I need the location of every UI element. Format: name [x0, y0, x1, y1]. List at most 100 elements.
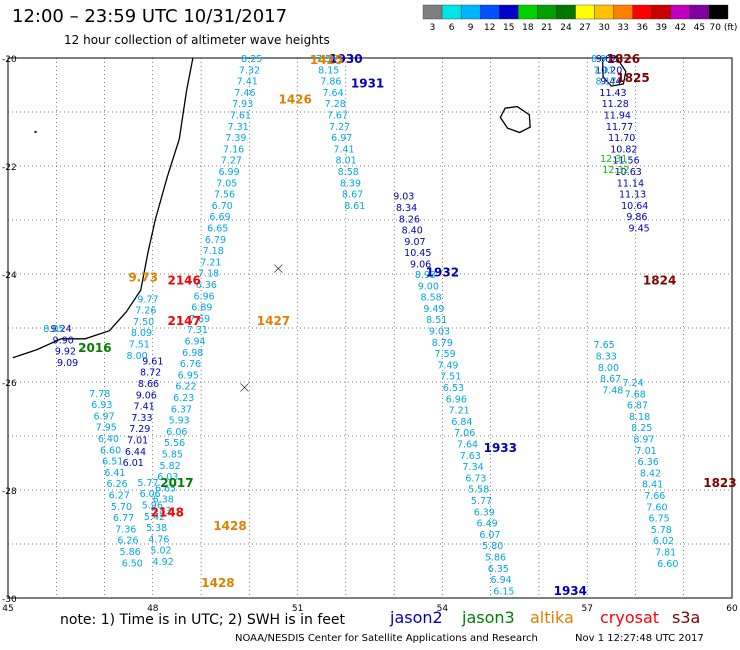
- wave-height-value: 8.00: [127, 351, 148, 362]
- wave-height-value: 7.68: [625, 389, 646, 400]
- lon-label: 60: [726, 604, 738, 614]
- colorbar-label: 39: [656, 23, 668, 33]
- colorbar-label: 12: [484, 23, 495, 33]
- wave-height-value: 8.09: [131, 328, 152, 339]
- wave-height-value: 8.01: [336, 156, 357, 167]
- madagascar-coastline: [12, 57, 194, 359]
- wave-height-value: 6.40: [98, 434, 119, 445]
- wave-height-value: 6.41: [104, 468, 125, 479]
- wave-height-value: 7.46: [234, 88, 255, 99]
- wave-height-value: 8.40: [402, 226, 423, 237]
- wave-height-value: 6.60: [657, 559, 678, 570]
- pass-time-label: 1427: [257, 314, 290, 328]
- wave-height-value: 7.18: [198, 269, 219, 280]
- pass-time-label: 1826: [607, 52, 640, 66]
- wave-height-value: 6.97: [93, 411, 114, 422]
- wave-height-value: 9.06: [410, 260, 431, 271]
- wave-height-value: 7.60: [646, 502, 667, 513]
- wave-height-value: 6.36: [638, 457, 659, 468]
- wave-height-value: 5.56: [164, 438, 185, 449]
- colorbar-swatch: [499, 4, 519, 20]
- wave-height-value: 8.39: [340, 178, 361, 189]
- lon-label: 48: [147, 604, 159, 614]
- wave-height-value: 8.72: [140, 368, 161, 379]
- wave-height-value: 7.28: [325, 99, 346, 110]
- wave-height-value: 6.39: [474, 507, 495, 518]
- colorbar-label: 33: [617, 23, 628, 33]
- wave-height-value: 5.80: [482, 541, 503, 552]
- wave-height-value: 6.26: [107, 479, 128, 490]
- wave-height-value: 9.90: [53, 335, 74, 346]
- wave-height-value: 8.34: [396, 203, 417, 214]
- wave-height-value: 6.60: [100, 445, 121, 456]
- wave-height-value: 9.07: [404, 237, 425, 248]
- wave-height-value: 6.23: [173, 393, 194, 404]
- wave-height-value: 9.77: [137, 294, 158, 305]
- pass-time-label: 9.73: [128, 271, 158, 285]
- colorbar-label: 45: [694, 23, 705, 33]
- grid-cross-marker: [274, 264, 283, 273]
- pass-time-label: 2148: [151, 506, 184, 520]
- colorbar-swatch: [594, 4, 614, 20]
- wave-height-value: 6.03: [157, 472, 178, 483]
- wave-height-value: 7.81: [655, 548, 676, 559]
- wave-height-value: 7.48: [602, 385, 623, 396]
- wave-height-value: 9.09: [57, 358, 78, 369]
- pass-time-label: 1428: [213, 519, 246, 533]
- wave-height-value: 6.37: [171, 404, 192, 415]
- wave-height-value: 6.84: [451, 417, 472, 428]
- wave-height-value: 7.59: [435, 349, 456, 360]
- wave-height-value: 7.95: [96, 423, 117, 434]
- colorbar-label: 6: [449, 23, 455, 33]
- colorbar-label: 15: [503, 23, 514, 33]
- wave-height-value: 7.78: [89, 389, 110, 400]
- colorbar-swatch: [613, 4, 633, 20]
- pass-time-label: 1933: [484, 441, 517, 455]
- wave-height-value: 9.61: [142, 356, 163, 367]
- footer-note: note: 1) Time is in UTC; 2) SWH is in fe…: [60, 612, 346, 628]
- wave-height-value: 7.41: [333, 144, 354, 155]
- wave-height-value: 12.32: [602, 165, 629, 176]
- wave-height-value: 7.34: [463, 462, 484, 473]
- wave-height-value: 10.20: [595, 65, 622, 76]
- wave-height-value: 6.77: [113, 513, 134, 524]
- lon-label: 57: [581, 604, 592, 614]
- wave-height-value: 7.27: [221, 156, 242, 167]
- wave-height-value: 6.01: [123, 458, 144, 469]
- wave-height-value: 5.86: [120, 547, 141, 558]
- wave-height-value: 4.76: [148, 534, 169, 545]
- wave-height-value: 8.00: [598, 363, 619, 374]
- colorbar-label: 21: [541, 23, 552, 33]
- wave-height-value: 4.92: [153, 557, 174, 568]
- wave-height-value: 7.64: [322, 88, 343, 99]
- wave-height-value: 9.86: [626, 212, 647, 223]
- wave-height-value: 6.87: [627, 401, 648, 412]
- pass-time-label: 1425: [310, 53, 343, 67]
- pass-time-label: 1426: [278, 93, 311, 107]
- wave-height-value: 11.28: [602, 99, 629, 110]
- wave-height-value: 5.96: [142, 501, 163, 512]
- colorbar-swatch: [537, 4, 557, 20]
- wave-height-value: 6.75: [649, 514, 670, 525]
- colorbar-swatch: [479, 4, 500, 20]
- lat-label: -30: [2, 595, 17, 605]
- wave-height-value: 8.25: [631, 423, 652, 434]
- wave-height-value: 5.77: [471, 496, 492, 507]
- colorbar-label: 27: [579, 23, 590, 33]
- pass-time-label: 2146: [167, 273, 200, 287]
- colorbar-swatch: [556, 4, 576, 20]
- wave-height-value: 9.03: [429, 327, 450, 338]
- wave-height-value: 6.07: [479, 530, 500, 541]
- lon-label: 45: [2, 604, 13, 614]
- wave-height-value: 9.00: [418, 281, 439, 292]
- wave-height-value: 8.17: [595, 77, 616, 88]
- wave-height-value: 6.27: [109, 491, 130, 502]
- colorbar-label: 30: [598, 23, 610, 33]
- colorbar-label: 70 (ft): [710, 23, 738, 33]
- wave-height-value: 11.14: [617, 178, 644, 189]
- wave-height-value: 7.41: [134, 402, 155, 413]
- lat-label: -28: [2, 487, 17, 497]
- wave-height-value: 7.26: [135, 306, 156, 317]
- wave-height-value: 6.98: [182, 348, 203, 359]
- wave-height-value: 8.15: [318, 65, 339, 76]
